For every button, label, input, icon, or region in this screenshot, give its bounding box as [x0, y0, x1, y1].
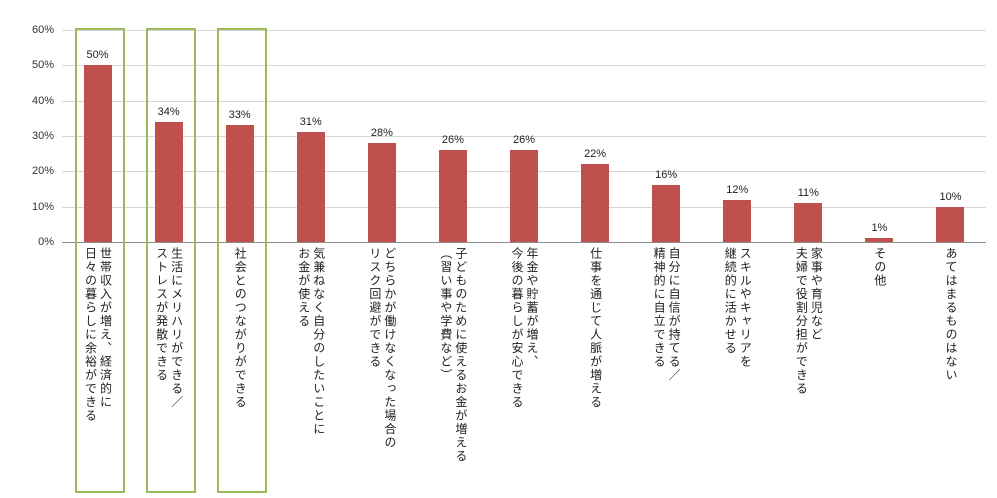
plot-area: 50% 34% 33% 31% 28% 26% 26% 22% 16% 12% 11% 1% 10% 世…: [62, 0, 986, 498]
bar-column: 10%: [915, 30, 986, 242]
y-tick-label: 40%: [31, 94, 54, 107]
y-tick-label: 50%: [31, 59, 54, 72]
bar: [83, 65, 112, 242]
data-label: 12%: [726, 183, 749, 196]
y-tick-label: 0%: [38, 236, 54, 248]
x-category-label: あてはまるものはない: [943, 247, 958, 382]
bar: [865, 238, 894, 242]
data-label: 26%: [512, 134, 536, 147]
x-category-label: スキルやキャリアを 継続的に活かせる: [723, 247, 753, 369]
gridline: [62, 100, 986, 102]
gridline: [62, 65, 986, 67]
bar-series: 50% 34% 33% 31% 28% 26% 26% 22% 16% 12% 11% 1% 10%: [62, 30, 986, 242]
x-category-label: その他: [872, 247, 887, 288]
x-category-label: 子どものために使えるお金が増える （習い事や学費など）: [438, 247, 468, 463]
x-category-label: 年金や貯蓄が増え、 今後の暮らしが安心できる: [510, 247, 539, 409]
x-category-label: どちらかが働けなくなった場合の リスク回避ができる: [367, 247, 397, 450]
x-category-label: 生活にメリハリができる／ ストレスが発散できる: [154, 247, 184, 409]
y-axis: 60% 50% 40% 30% 20% 10% 0%: [8, 0, 58, 260]
y-tick-label: 60%: [31, 24, 54, 36]
bar-column: 34%: [133, 30, 204, 242]
x-category-label: 社会とのつながりができる: [233, 247, 248, 409]
bar: [225, 125, 254, 242]
bar: [438, 150, 467, 242]
bar: [581, 164, 610, 242]
data-label: 16%: [655, 169, 678, 182]
bar-column: 50%: [62, 30, 133, 242]
bar-column: 22%: [560, 30, 631, 242]
gridline: [62, 30, 986, 31]
bar: [723, 199, 752, 242]
bar-column: 28%: [346, 30, 417, 242]
data-label: 50%: [86, 49, 109, 62]
bar-column: 33%: [204, 30, 275, 242]
x-axis-labels: 世帯収入が増え、経済的に 日々の暮らしに余裕ができる 生活にメリハリができる／ ス…: [62, 247, 986, 495]
bar: [367, 143, 396, 242]
gridline: [62, 136, 986, 137]
y-tick-label: 10%: [31, 200, 54, 213]
data-label: 28%: [370, 127, 393, 140]
x-category-label: 仕事を通じて人脈が増える: [588, 247, 603, 409]
bar: [154, 121, 183, 242]
data-label: 1%: [871, 222, 888, 235]
bar: [296, 132, 325, 242]
x-category-label: 家事や育児など 夫婦で役割分担ができる: [794, 247, 824, 396]
x-category-label: 自分に自信が持てる／ 精神的に自立できる: [652, 247, 682, 382]
bar: [936, 206, 965, 242]
data-label: 26%: [441, 134, 464, 147]
x-category-label: 世帯収入が増え、経済的に 日々の暮らしに余裕ができる: [83, 247, 113, 423]
bar-column: 31%: [275, 30, 346, 242]
x-category-label: 気兼ねなく自分のしたいことに お金が使える: [296, 247, 326, 436]
y-tick-label: 30%: [31, 130, 54, 142]
data-label: 31%: [299, 116, 322, 129]
bar-column: 16%: [631, 30, 702, 242]
data-label: 10%: [939, 190, 962, 203]
data-label: 33%: [228, 109, 251, 122]
y-tick-label: 20%: [31, 165, 54, 178]
bar-column: 26%: [417, 30, 488, 242]
bar: [652, 185, 681, 242]
bar-column: 12%: [702, 30, 773, 242]
bar: [794, 203, 823, 242]
bar-column: 1%: [844, 30, 915, 242]
x-axis-line: [62, 242, 986, 243]
data-label: 11%: [797, 187, 819, 200]
data-label: 34%: [157, 105, 180, 118]
bar-column: 11%: [773, 30, 844, 242]
bar: [510, 150, 538, 242]
data-label: 22%: [584, 148, 607, 161]
bar-column: 26%: [488, 30, 559, 242]
